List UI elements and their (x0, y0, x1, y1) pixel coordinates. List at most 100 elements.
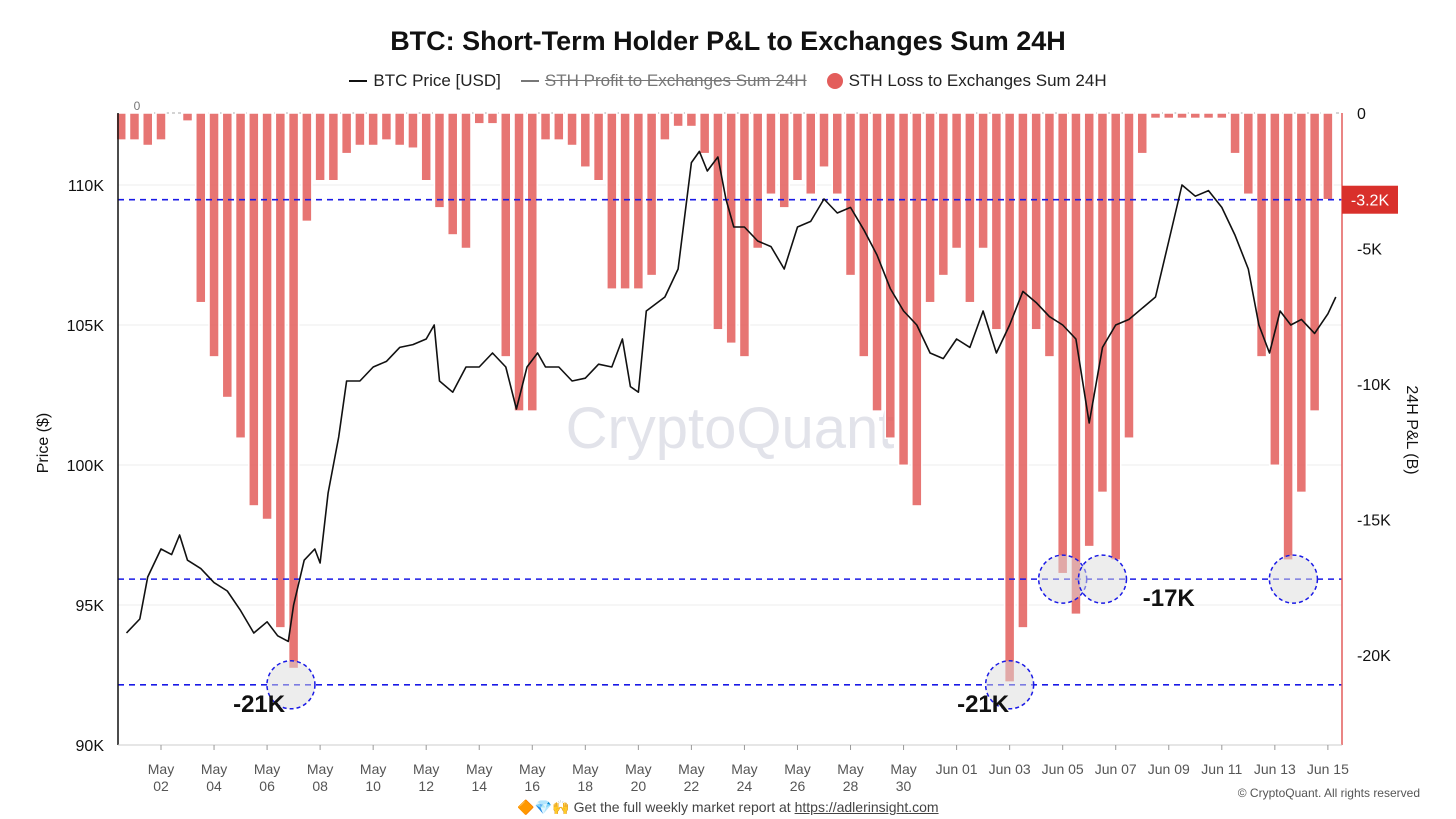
loss-bar (261, 112, 273, 521)
x-tick-label-line2: 20 (631, 778, 647, 794)
highlight-circle (1268, 554, 1319, 604)
loss-bar (314, 112, 326, 182)
loss-bar (1070, 112, 1082, 616)
left-tick-label: 100K (67, 458, 105, 475)
x-tick-label-line2: 22 (684, 778, 700, 794)
loss-bar (553, 112, 565, 141)
loss-bar (844, 112, 857, 277)
loss-bar (460, 112, 472, 250)
dot-swatch-icon (826, 73, 843, 89)
loss-bar (1083, 112, 1095, 548)
loss-bar (964, 112, 976, 304)
loss-bar (420, 112, 432, 182)
loss-bar (473, 112, 485, 125)
footer: 🔶💎🙌 Get the full weekly market report at… (0, 799, 1456, 816)
loss-bar (234, 112, 247, 439)
footer-link[interactable]: https://adlerinsight.com (794, 799, 939, 815)
legend-label: BTC Price [USD] (373, 71, 501, 90)
loss-bar (155, 112, 167, 141)
left-tick-label: 105K (67, 318, 105, 335)
loss-bar (1189, 112, 1202, 120)
x-tick-label: May (678, 761, 704, 777)
loss-bar (924, 112, 936, 304)
loss-bar (579, 112, 592, 168)
loss-bar (486, 112, 499, 125)
loss-bar (446, 112, 459, 236)
loss-bar (751, 112, 764, 250)
right-tick-label: -10K (1357, 377, 1391, 394)
loss-bar (301, 112, 313, 223)
right-tick-label: -5K (1357, 242, 1382, 259)
loss-bar (911, 112, 923, 507)
right-axis-title: 24H P&L (B) (1403, 385, 1420, 474)
loss-bar (1176, 112, 1188, 120)
x-tick-label-line2: 24 (737, 778, 753, 794)
x-tick-label-line2: 12 (418, 778, 434, 794)
loss-bar (1229, 112, 1241, 155)
loss-bar (1149, 112, 1162, 120)
x-tick-label: May (625, 761, 651, 777)
loss-bar (407, 112, 419, 149)
highlight-circle (1077, 554, 1128, 604)
loss-bar (712, 112, 724, 331)
legend-item-profit[interactable]: STH Profit to Exchanges Sum 24H (520, 71, 807, 91)
loss-bar (367, 112, 379, 147)
x-tick-label-line2: 04 (206, 778, 222, 794)
x-tick-label-line2: 08 (312, 778, 328, 794)
loss-bar (327, 112, 340, 182)
loss-bar (1255, 112, 1268, 358)
loss-bar (433, 112, 446, 209)
loss-bar (1202, 112, 1215, 120)
x-tick-label: Jun 03 (989, 761, 1031, 777)
x-tick-label-line2: 16 (524, 778, 540, 794)
loss-bar (1030, 112, 1042, 331)
loss-bar (221, 112, 234, 399)
loss-bar (393, 112, 406, 147)
x-tick-label-line2: 02 (153, 778, 169, 794)
loss-bar (1017, 112, 1029, 629)
loss-bar (287, 112, 300, 670)
x-tick-label: May (466, 761, 492, 777)
loss-bar (645, 112, 658, 277)
loss-bar (380, 112, 393, 141)
legend-item-price[interactable]: BTC Price [USD] (349, 71, 501, 91)
loss-bar (1242, 112, 1255, 196)
loss-bar (1043, 112, 1056, 358)
annotation-label: -21K (233, 691, 286, 718)
footer-text: Get the full weekly market report at (573, 799, 791, 815)
emoji-icons: 🔶💎🙌 (517, 799, 570, 815)
loss-bar (831, 112, 844, 196)
loss-bar (208, 112, 220, 358)
left-tick-label: 90K (76, 738, 105, 755)
x-tick-label-line2: 18 (578, 778, 594, 794)
x-tick-label: May (201, 761, 227, 777)
loss-bar (818, 112, 830, 168)
loss-bar (791, 112, 804, 182)
loss-bar (1003, 112, 1016, 683)
x-tick-label: May (413, 761, 439, 777)
x-tick-label: Jun 07 (1095, 761, 1137, 777)
loss-bar (1295, 112, 1308, 494)
loss-bar (128, 112, 141, 141)
watermark: CryptoQuant (566, 396, 895, 461)
loss-bar (738, 112, 751, 358)
loss-bar (1109, 112, 1122, 561)
legend-item-loss[interactable]: STH Loss to Exchanges Sum 24H (826, 71, 1107, 91)
loss-bar (619, 112, 631, 290)
legend-label: STH Profit to Exchanges Sum 24H (544, 71, 807, 90)
annotation-label: -21K (957, 691, 1010, 718)
loss-bar (778, 112, 790, 209)
x-tick-label: May (307, 761, 333, 777)
loss-bar (871, 112, 883, 412)
chart-title: BTC: Short-Term Holder P&L to Exchanges … (390, 26, 1066, 56)
highlight-circle (984, 660, 1035, 710)
x-tick-label: May (731, 761, 757, 777)
loss-bar (725, 112, 737, 345)
loss-bar (181, 112, 194, 122)
loss-bar (632, 112, 645, 290)
x-tick-label: May (254, 761, 280, 777)
x-tick-label: May (784, 761, 810, 777)
loss-bar (950, 112, 963, 250)
loss-bar (698, 112, 711, 155)
loss-bar (1216, 112, 1228, 120)
